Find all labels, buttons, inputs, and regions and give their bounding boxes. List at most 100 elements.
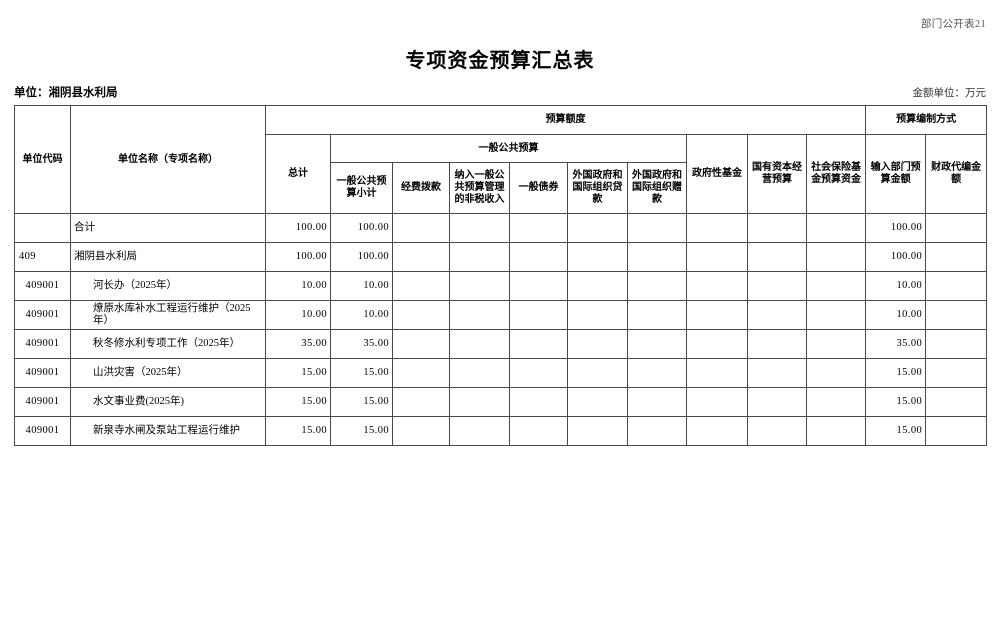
header-foreign-gov-grant: 外国政府和国际组织赠款 — [627, 162, 687, 214]
header-input-dept-budget-amount: 输入部门预算金额 — [865, 134, 927, 214]
table-row: 409001 新泉寺水闸及泵站工程运行维护 15.00 15.00 15.00 — [14, 416, 988, 446]
cell-social-insurance-fund — [805, 300, 867, 330]
cell-total: 10.00 — [265, 271, 331, 301]
cell-foreign-gov-grant — [627, 416, 687, 446]
table-body: 合计 100.00 100.00 100.00 409 湘阴县水利局 100.00 100.0… — [14, 213, 988, 446]
cell-foreign-gov-grant — [627, 213, 687, 243]
cell-finance-compiled-amount — [925, 213, 988, 243]
cell-social-insurance-fund — [805, 416, 867, 446]
header-row-3: 一般公共预算小计 经费拨款 纳入一般公共预算管理的非税收入 一般债券 外国政府和… — [15, 162, 987, 214]
cell-finance-compiled-amount — [925, 358, 988, 388]
header-budget-quota-group: 预算额度 — [264, 105, 867, 135]
cell-general-bond — [509, 271, 568, 301]
cell-general-bond — [509, 213, 568, 243]
cell-foreign-gov-grant — [627, 271, 687, 301]
cell-non-tax-income — [449, 300, 510, 330]
cell-foreign-gov-loan — [567, 416, 628, 446]
cell-finance-compiled-amount — [925, 416, 988, 446]
cell-unit-name: 新泉寺水闸及泵站工程运行维护 — [70, 416, 266, 446]
meta-row: 单位：湘阴县水利局 金额单位：万元 — [14, 84, 986, 100]
cell-unit-code: 409001 — [14, 358, 71, 388]
cell-non-tax-income — [449, 242, 510, 272]
cell-foreign-gov-loan — [567, 271, 628, 301]
cell-government-fund — [686, 358, 748, 388]
header-unit-code: 单位代码 — [14, 105, 71, 214]
cell-general-bond — [509, 387, 568, 417]
cell-state-capital-operation — [747, 213, 807, 243]
cell-government-fund — [686, 242, 748, 272]
cell-government-fund — [686, 387, 748, 417]
cell-general-public-subtotal: 100.00 — [330, 242, 393, 272]
cell-social-insurance-fund — [805, 358, 867, 388]
cell-social-insurance-fund — [805, 271, 867, 301]
cell-total: 35.00 — [265, 329, 331, 359]
cell-state-capital-operation — [747, 358, 807, 388]
cell-unit-code: 409001 — [14, 329, 71, 359]
cell-general-public-subtotal: 10.00 — [330, 300, 393, 330]
cell-total: 15.00 — [265, 358, 331, 388]
cell-unit-name: 水文事业费(2025年) — [70, 387, 266, 417]
header-row-1: 单位代码 单位名称（专项名称） 预算额度 预算编制方式 — [14, 105, 988, 214]
cell-non-tax-income — [449, 213, 510, 243]
cell-input-dept-budget-amount: 100.00 — [865, 213, 927, 243]
cell-general-bond — [509, 300, 568, 330]
cell-unit-name: 湘阴县水利局 — [70, 242, 266, 272]
table-row: 409001 燎原水库补水工程运行维护（2025年） 10.00 10.00 10.00 — [14, 300, 988, 330]
cell-government-fund — [686, 300, 748, 330]
cell-general-bond — [509, 358, 568, 388]
cell-government-fund — [686, 416, 748, 446]
cell-unit-name: 燎原水库补水工程运行维护（2025年） — [70, 300, 266, 330]
cell-input-dept-budget-amount: 15.00 — [865, 358, 927, 388]
cell-input-dept-budget-amount: 100.00 — [865, 242, 927, 272]
cell-government-fund — [686, 271, 748, 301]
cell-input-dept-budget-amount: 35.00 — [865, 329, 927, 359]
cell-unit-code: 409 — [14, 242, 71, 272]
cell-fund-appropriation — [392, 213, 450, 243]
cell-foreign-gov-grant — [627, 329, 687, 359]
cell-general-public-subtotal: 15.00 — [330, 387, 393, 417]
unit-label: 单位：湘阴县水利局 — [14, 87, 118, 99]
cell-general-bond — [509, 416, 568, 446]
cell-government-fund — [686, 329, 748, 359]
header-general-bond: 一般债券 — [509, 162, 568, 214]
header-finance-compiled-amount: 财政代编金额 — [925, 134, 988, 214]
cell-total: 10.00 — [265, 300, 331, 330]
cell-general-bond — [509, 329, 568, 359]
header-general-public-budget-group: 一般公共预算 — [330, 134, 687, 163]
cell-foreign-gov-loan — [567, 387, 628, 417]
cell-foreign-gov-grant — [627, 387, 687, 417]
amount-unit-label: 金额单位：万元 — [912, 88, 987, 99]
cell-foreign-gov-loan — [567, 300, 628, 330]
table-row: 409 湘阴县水利局 100.00 100.00 100.00 — [14, 242, 988, 272]
cell-state-capital-operation — [747, 300, 807, 330]
cell-total: 100.00 — [265, 242, 331, 272]
cell-general-bond — [509, 242, 568, 272]
header-social-insurance-fund: 社会保险基金预算资金 — [805, 134, 867, 214]
header-fund-appropriation: 经费拨款 — [392, 162, 450, 214]
cell-foreign-gov-grant — [627, 358, 687, 388]
cell-input-dept-budget-amount: 10.00 — [865, 271, 927, 301]
cell-unit-name: 河长办（2025年） — [70, 271, 266, 301]
page-title: 专项资金预算汇总表 — [405, 50, 595, 72]
cell-input-dept-budget-amount: 15.00 — [865, 387, 927, 417]
cell-general-public-subtotal: 15.00 — [330, 358, 393, 388]
cell-foreign-gov-loan — [567, 358, 628, 388]
cell-fund-appropriation — [392, 329, 450, 359]
cell-non-tax-income — [449, 329, 510, 359]
header-government-fund: 政府性基金 — [686, 134, 748, 214]
cell-input-dept-budget-amount: 10.00 — [865, 300, 927, 330]
cell-unit-code: 409001 — [14, 300, 71, 330]
form-code-label: 部门公开表21 — [920, 19, 986, 30]
cell-state-capital-operation — [747, 416, 807, 446]
cell-fund-appropriation — [392, 358, 450, 388]
header-unit-name: 单位名称（专项名称） — [70, 105, 266, 214]
cell-unit-name: 山洪灾害（2025年） — [70, 358, 266, 388]
cell-social-insurance-fund — [805, 242, 867, 272]
cell-unit-code — [14, 213, 71, 243]
cell-state-capital-operation — [747, 329, 807, 359]
cell-fund-appropriation — [392, 416, 450, 446]
cell-foreign-gov-grant — [627, 242, 687, 272]
header-total: 总计 — [265, 134, 331, 214]
cell-finance-compiled-amount — [925, 242, 988, 272]
